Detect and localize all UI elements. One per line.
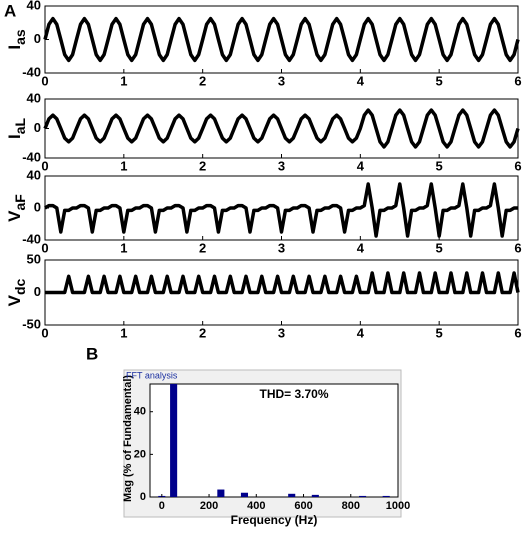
panel-label: A (4, 1, 16, 20)
x-tick-label: 200 (200, 500, 218, 512)
x-tick-label: 5 (436, 73, 443, 88)
x-tick-label: 2 (199, 240, 206, 255)
y-tick-label: 40 (27, 90, 41, 105)
x-tick-label: 0 (41, 240, 48, 255)
x-tick-label: 6 (514, 325, 521, 340)
y-axis-label-main: V (5, 294, 24, 306)
y-axis-label: IaL (5, 118, 27, 140)
y-tick-label: 0 (34, 284, 41, 299)
bar (311, 494, 319, 497)
x-tick-label: 5 (436, 240, 443, 255)
x-tick-label: 3 (278, 158, 285, 173)
bar (217, 489, 225, 497)
y-axis-label: Vdc (5, 278, 27, 306)
x-tick-label: 6 (514, 158, 521, 173)
window-title: FFT analysis (126, 370, 178, 380)
y-axis-label: VaF (5, 194, 27, 222)
x-tick-label: 4 (357, 325, 365, 340)
x-tick-label: 3 (278, 325, 285, 340)
chart-title: THD= 3.70% (259, 387, 328, 401)
waveform (43, 108, 520, 149)
waveform (43, 16, 520, 63)
y-tick-label: 0 (140, 491, 146, 503)
x-tick-label: 3 (278, 73, 285, 88)
x-tick-label: 2 (199, 158, 206, 173)
waveform (44, 182, 518, 238)
x-tick-label: 0 (41, 73, 48, 88)
y-axis-label: Ias (5, 29, 27, 50)
x-tick-label: 1 (120, 73, 127, 88)
x-tick-label: 1000 (386, 500, 410, 512)
x-tick-label: 400 (247, 500, 265, 512)
x-tick-label: 5 (436, 158, 443, 173)
y-tick-label: 40 (27, 0, 41, 12)
y-axis-label-sub: as (12, 29, 28, 45)
x-tick-label: 1 (120, 158, 127, 173)
bar (240, 492, 249, 497)
y-axis-label: Mag (% of Fundamental) (122, 375, 134, 502)
y-tick-label: -40 (22, 64, 41, 79)
x-tick-label: 600 (294, 500, 312, 512)
x-tick-label: 6 (514, 73, 521, 88)
x-tick-label: 1 (120, 325, 127, 340)
y-tick-label: 50 (27, 251, 41, 266)
x-tick-label: 4 (357, 240, 365, 255)
x-tick-label: 2 (199, 73, 206, 88)
x-tick-label: 4 (357, 73, 365, 88)
x-tick-label: 0 (41, 325, 48, 340)
bar (359, 495, 367, 497)
y-axis-label-sub: aF (12, 194, 28, 211)
bar (170, 384, 178, 497)
y-tick-label: 0 (34, 199, 41, 214)
bar (382, 495, 390, 497)
x-tick-label: 800 (342, 500, 360, 512)
waveform (45, 271, 520, 295)
y-axis-label-sub: aL (12, 118, 28, 135)
y-tick-label: 20 (134, 448, 146, 460)
x-tick-label: 2 (199, 325, 206, 340)
y-axis-label-main: I (5, 45, 24, 50)
y-axis-label-sub: dc (12, 278, 28, 295)
x-tick-label: 4 (357, 158, 365, 173)
y-tick-label: -50 (22, 316, 41, 331)
panel-label: B (86, 344, 98, 363)
y-axis-label-main: I (5, 134, 24, 139)
y-tick-label: -40 (22, 149, 41, 164)
x-tick-label: 6 (514, 240, 521, 255)
axes-box (149, 383, 399, 498)
x-tick-label: 3 (278, 240, 285, 255)
y-axis-label-main: V (5, 210, 24, 222)
x-tick-label: 0 (41, 158, 48, 173)
bar (288, 493, 296, 497)
x-tick-label: 5 (436, 325, 443, 340)
y-tick-label: 0 (34, 31, 41, 46)
y-tick-label: 40 (134, 406, 146, 418)
y-tick-label: 40 (27, 167, 41, 182)
x-axis-label: Frequency (Hz) (231, 513, 318, 527)
y-tick-label: -40 (22, 231, 41, 246)
x-tick-label: 0 (159, 500, 165, 512)
x-tick-label: 1 (120, 240, 127, 255)
y-tick-label: 0 (34, 120, 41, 135)
